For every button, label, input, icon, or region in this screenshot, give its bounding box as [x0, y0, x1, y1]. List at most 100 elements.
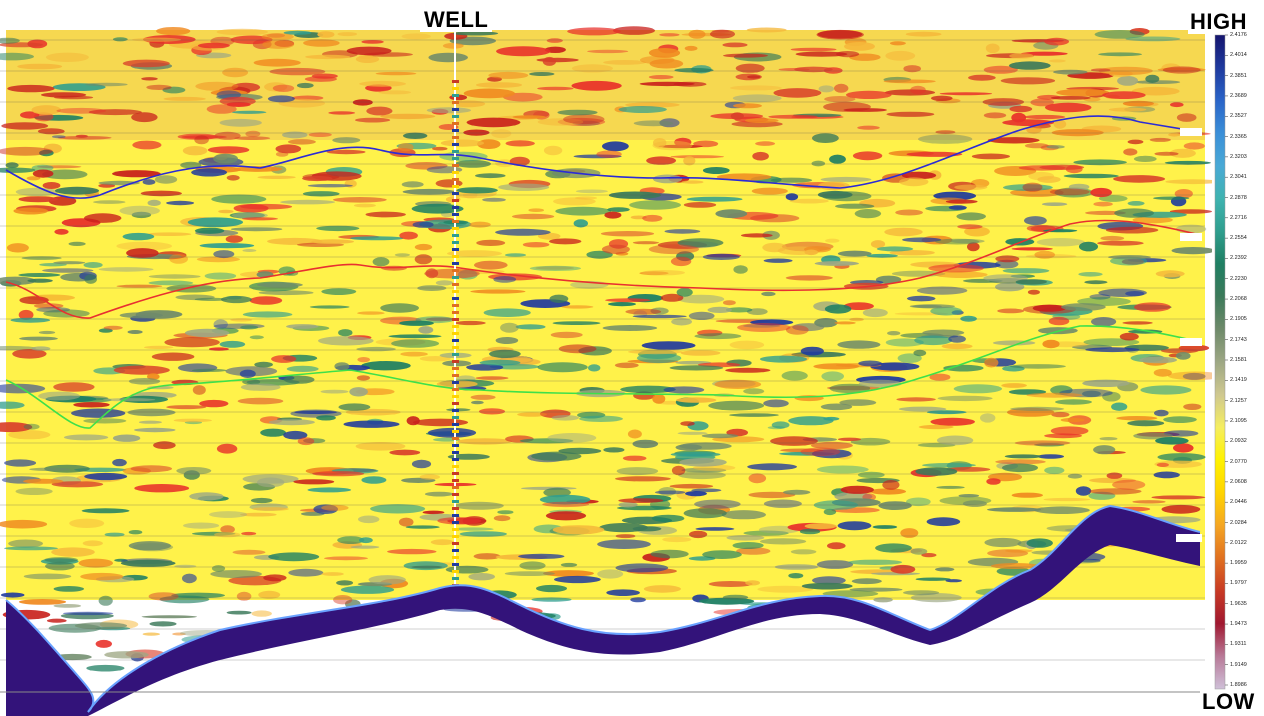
amplitude-streak [849, 587, 903, 592]
amplitude-streak [889, 41, 906, 46]
well-log-sample [452, 332, 459, 335]
amplitude-streak [336, 580, 354, 586]
amplitude-streak [69, 518, 105, 528]
green-horizon-marker [1180, 338, 1202, 346]
amplitude-streak [280, 199, 335, 205]
amplitude-streak [1041, 202, 1068, 206]
amplitude-streak [906, 151, 963, 157]
amplitude-streak [53, 382, 95, 392]
amplitude-streak [141, 615, 197, 619]
amplitude-streak [269, 67, 326, 76]
amplitude-streak [183, 522, 220, 529]
amplitude-streak [424, 491, 454, 497]
amplitude-streak [636, 353, 682, 364]
amplitude-streak [112, 434, 141, 442]
amplitude-streak [909, 304, 956, 309]
amplitude-streak [547, 433, 597, 443]
amplitude-streak [359, 80, 406, 87]
amplitude-streak [184, 328, 230, 337]
well-log-sample [452, 423, 459, 426]
amplitude-streak [795, 51, 848, 57]
amplitude-streak [470, 394, 496, 400]
amplitude-streak [355, 117, 391, 123]
amplitude-streak [935, 567, 955, 572]
amplitude-streak [1050, 96, 1091, 100]
amplitude-streak [936, 435, 974, 446]
amplitude-streak [662, 536, 692, 543]
colorbar-tick-label: 2.3851 [1230, 72, 1247, 79]
amplitude-streak [142, 179, 156, 185]
amplitude-streak [316, 415, 336, 421]
amplitude-streak [1023, 114, 1066, 120]
amplitude-streak [1098, 52, 1143, 57]
well-log-sample [452, 514, 459, 517]
amplitude-streak [23, 478, 64, 484]
amplitude-streak [378, 90, 412, 95]
amplitude-streak [895, 209, 923, 216]
amplitude-streak [8, 539, 43, 548]
amplitude-streak [63, 434, 109, 441]
amplitude-streak [399, 320, 434, 326]
amplitude-streak [829, 383, 871, 394]
amplitude-streak [17, 63, 63, 70]
amplitude-streak [1065, 165, 1083, 174]
amplitude-streak [971, 153, 1011, 160]
amplitude-streak [747, 463, 797, 471]
amplitude-streak [68, 241, 86, 246]
amplitude-streak [685, 491, 707, 497]
amplitude-streak [835, 203, 875, 209]
amplitude-streak [370, 504, 426, 514]
amplitude-streak [922, 329, 965, 336]
amplitude-streak [23, 423, 40, 430]
well-label: WELL [420, 8, 493, 32]
amplitude-streak [748, 473, 767, 484]
colorbar-tick-label: 2.2392 [1230, 255, 1247, 262]
amplitude-streak [688, 29, 706, 39]
amplitude-streak [438, 124, 459, 130]
amplitude-streak [1155, 270, 1185, 278]
amplitude-streak [83, 418, 127, 424]
amplitude-streak [323, 556, 369, 561]
amplitude-streak [768, 114, 818, 119]
amplitude-streak [615, 563, 669, 573]
amplitude-streak [1089, 488, 1142, 495]
amplitude-streak [729, 85, 782, 91]
amplitude-streak [288, 568, 324, 577]
amplitude-streak [870, 362, 920, 371]
amplitude-streak [189, 492, 224, 501]
amplitude-streak [29, 467, 71, 471]
amplitude-streak [1154, 151, 1179, 156]
amplitude-streak [1117, 76, 1139, 86]
amplitude-streak [126, 248, 159, 258]
amplitude-streak [149, 621, 177, 627]
amplitude-streak [1002, 268, 1050, 274]
amplitude-streak [1119, 332, 1139, 341]
amplitude-streak [659, 33, 680, 37]
amplitude-streak [884, 227, 923, 237]
amplitude-streak [264, 82, 288, 92]
amplitude-streak [261, 33, 294, 41]
amplitude-streak [628, 349, 683, 355]
amplitude-streak [857, 471, 885, 479]
amplitude-streak [71, 408, 126, 418]
well-log-sample [452, 192, 459, 195]
amplitude-streak [573, 219, 588, 228]
well-log-sample [452, 255, 459, 258]
amplitude-streak [929, 373, 951, 381]
amplitude-streak [412, 221, 434, 228]
amplitude-streak [889, 250, 935, 256]
amplitude-streak [707, 306, 732, 313]
amplitude-streak [732, 94, 782, 103]
amplitude-streak [945, 579, 962, 583]
amplitude-streak [128, 530, 143, 535]
amplitude-streak [710, 29, 735, 39]
amplitude-streak [1169, 209, 1212, 214]
amplitude-streak [38, 330, 56, 335]
amplitude-streak [921, 553, 937, 558]
amplitude-streak [194, 227, 225, 234]
amplitude-streak [355, 442, 406, 451]
well-log-sample [452, 297, 459, 300]
amplitude-streak [543, 145, 563, 156]
colorbar-tick-label: 1.9635 [1230, 600, 1247, 607]
colorbar-tick-label: 2.0770 [1230, 458, 1247, 465]
